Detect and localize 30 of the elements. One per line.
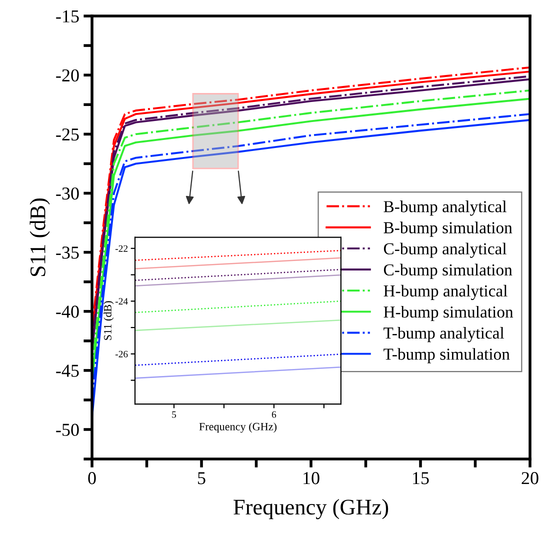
y-axis-title: S11 (dB) <box>104 301 114 340</box>
legend-label: C-bump simulation <box>384 264 512 279</box>
y-tick-label: -20 <box>56 69 79 82</box>
legend-label: T-bump analytical <box>384 326 504 342</box>
x-tick-label: 5 <box>172 411 176 418</box>
y-tick-label: -24 <box>115 298 128 305</box>
y-tick-label: -25 <box>56 128 79 141</box>
x-axis-title: Frequency (GHz) <box>234 499 388 520</box>
y-tick-label: -35 <box>56 246 79 259</box>
legend-label: T-bump simulation <box>384 348 510 364</box>
legend-label: B-bump simulation <box>384 222 512 237</box>
y-tick-label: -15 <box>56 10 79 22</box>
x-tick-label: 10 <box>304 472 320 484</box>
y-tick-label: -26 <box>115 350 128 358</box>
x-tick-label: 0 <box>88 472 96 484</box>
x-tick-label: 20 <box>522 472 538 484</box>
y-tick-label: -50 <box>56 424 79 436</box>
legend-label: H-bump simulation <box>384 306 514 322</box>
y-tick-label: -40 <box>56 306 79 318</box>
x-tick-label: 6 <box>272 411 276 418</box>
y-tick-label: -45 <box>56 364 79 377</box>
legend-label: H-bump analytical <box>384 284 508 300</box>
x-axis-title: Frequency (GHz) <box>199 422 276 433</box>
x-tick-label: 5 <box>198 472 206 484</box>
y-tick-label: -30 <box>56 187 79 200</box>
legend-label: B-bump analytical <box>384 200 506 216</box>
y-axis-title: S11 (dB) <box>30 198 50 276</box>
y-tick-label: -22 <box>115 245 128 252</box>
x-tick-label: 15 <box>413 472 429 484</box>
legend-label: C-bump analytical <box>384 242 506 258</box>
